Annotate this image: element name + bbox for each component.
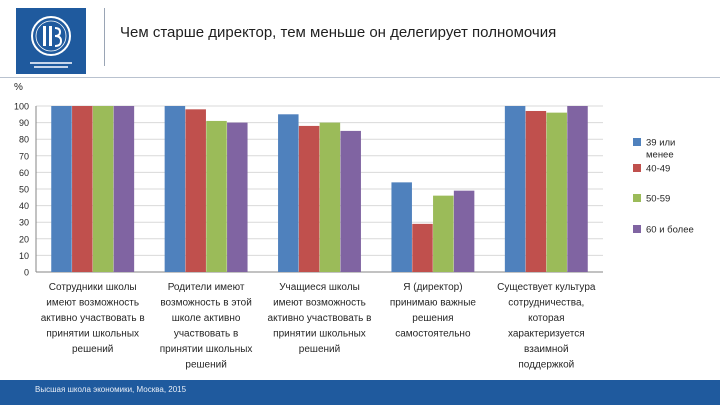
header-separator xyxy=(104,8,105,66)
bar xyxy=(567,106,588,272)
y-tick-label: 70 xyxy=(19,151,29,161)
category-label-line: школе активно xyxy=(172,313,241,324)
category-label-line: Существует культура xyxy=(497,282,596,293)
legend-label: 50-59 xyxy=(646,194,670,205)
category-label-line: поддержкой xyxy=(518,360,574,371)
category-label: Существует культура сотрудничества, котора… xyxy=(497,282,596,371)
bar xyxy=(278,114,299,272)
y-tick-labels: 0 10 20 30 40 50 60 70 80 90 100 xyxy=(14,102,29,278)
bar xyxy=(546,112,567,272)
category-label-line: активно участвовать в xyxy=(268,313,372,324)
y-tick-label: 20 xyxy=(19,234,29,244)
legend-swatch xyxy=(633,194,641,202)
category-label: Сотрудники школы имеют возможность активно… xyxy=(41,282,145,355)
bar-chart: % 0 10 20 30 40 50 60 70 80 90 100 Сотрудники школ… xyxy=(14,82,694,371)
bar xyxy=(92,106,114,272)
legend-swatch xyxy=(633,225,641,233)
category-label-line: возможность в этой xyxy=(160,298,252,309)
bar xyxy=(206,120,227,272)
category-label: Учащиеся школы имеют возможность активно у… xyxy=(268,282,372,355)
y-tick-label: 0 xyxy=(24,268,29,278)
category-label: Я (директор) принимаю важные решения самост… xyxy=(390,282,477,340)
footer-text: Высшая школа экономики, Москва, 2015 xyxy=(35,385,187,394)
category-label-line: принятии школьных xyxy=(273,329,366,340)
y-tick-label: 30 xyxy=(19,218,29,228)
bar xyxy=(433,195,454,272)
bar xyxy=(340,130,361,272)
legend-swatch xyxy=(633,164,641,172)
legend-label-line: менее xyxy=(646,150,674,161)
bar xyxy=(72,106,93,272)
bar xyxy=(113,106,135,272)
legend: 39 или менее 40-49 50-59 60 и более xyxy=(633,138,694,236)
category-label-line: принятии школьных xyxy=(160,344,253,355)
hse-emblem-icon xyxy=(30,16,72,68)
legend-swatch xyxy=(633,138,641,146)
y-tick-label: 10 xyxy=(19,251,29,261)
y-axis-title: % xyxy=(14,82,23,93)
bar xyxy=(227,122,248,272)
category-label-line: решений xyxy=(299,344,340,355)
legend-label-line: 40-49 xyxy=(646,164,670,175)
slide-title: Чем старше директор, тем меньше он делег… xyxy=(120,24,557,41)
bar xyxy=(525,110,547,272)
y-tick-label: 80 xyxy=(19,135,29,145)
category-label-line: участвовать в xyxy=(174,329,239,340)
category-label: Родители имеют возможность в этой школе ак… xyxy=(160,282,253,371)
bar xyxy=(185,109,206,272)
legend-label: 60 и более xyxy=(646,225,694,236)
category-label-line: которая xyxy=(528,313,564,324)
bar xyxy=(298,125,320,272)
y-tick-label: 50 xyxy=(19,185,29,195)
legend-label: 39 или менее xyxy=(646,138,675,161)
category-label-line: имеют возможность xyxy=(46,298,139,309)
y-tick-label: 90 xyxy=(19,118,29,128)
legend-label-line: 39 или xyxy=(646,138,675,149)
category-label-line: Родители имеют xyxy=(168,282,245,293)
y-tick-label: 100 xyxy=(14,102,29,112)
legend-label-line: 60 и более xyxy=(646,225,694,236)
category-label-line: взаимной xyxy=(524,344,568,355)
bar xyxy=(164,106,186,272)
legend-label-line: 50-59 xyxy=(646,194,670,205)
category-label-line: решения xyxy=(412,313,453,324)
category-label-line: характеризуется xyxy=(508,329,585,340)
category-label-line: решений xyxy=(185,360,226,371)
hse-logo xyxy=(16,8,86,74)
category-labels: Сотрудники школы имеют возможность активно… xyxy=(41,282,596,371)
bar xyxy=(319,122,341,272)
header-rule xyxy=(0,77,720,78)
category-label-line: Сотрудники школы xyxy=(49,282,137,293)
category-label-line: Я (директор) xyxy=(403,282,462,293)
category-label-line: решений xyxy=(72,344,113,355)
bar xyxy=(51,106,72,272)
bar xyxy=(391,182,412,272)
category-label-line: сотрудничества, xyxy=(508,298,584,309)
category-label-line: самостоятельно xyxy=(395,329,471,340)
category-label-line: активно участвовать в xyxy=(41,313,145,324)
bars xyxy=(51,106,588,272)
category-label-line: имеют возможность xyxy=(273,298,366,309)
category-label-line: принимаю важные xyxy=(390,298,477,309)
y-tick-label: 60 xyxy=(19,168,29,178)
bar xyxy=(412,223,433,272)
y-tick-label: 40 xyxy=(19,201,29,211)
bar xyxy=(453,190,475,272)
category-label-line: принятии школьных xyxy=(46,329,139,340)
legend-label: 40-49 xyxy=(646,164,670,175)
bar xyxy=(504,106,526,272)
category-label-line: Учащиеся школы xyxy=(279,282,360,293)
footer-bar: Высшая школа экономики, Москва, 2015 xyxy=(0,380,720,405)
